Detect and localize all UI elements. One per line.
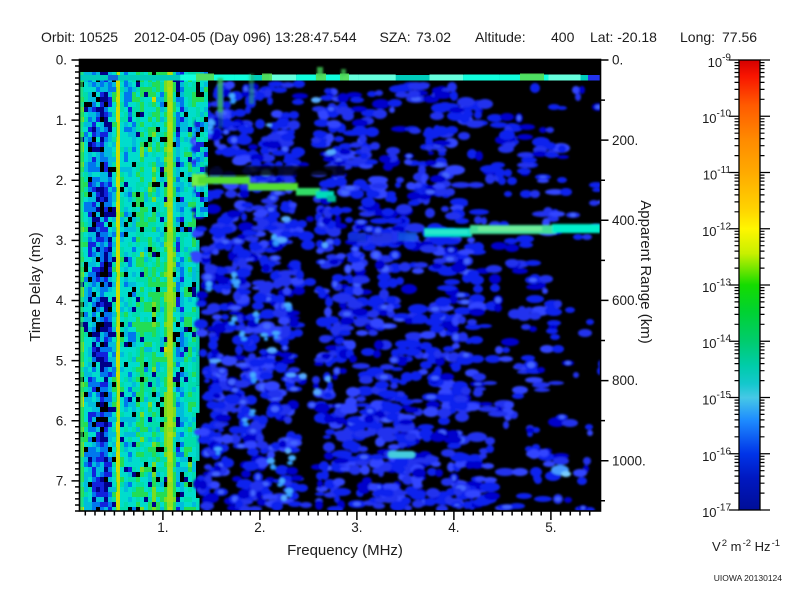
svg-text:UIOWA 20130124: UIOWA 20130124 [714, 573, 782, 583]
svg-text:800.: 800. [612, 373, 638, 388]
svg-text:77.56: 77.56 [722, 29, 757, 45]
svg-text:7.: 7. [56, 474, 67, 489]
svg-text:400.: 400. [612, 213, 638, 228]
svg-text:5.: 5. [545, 520, 556, 535]
svg-text:2.: 2. [56, 173, 67, 188]
svg-text:0.: 0. [56, 53, 67, 68]
svg-text:Time Delay (ms): Time Delay (ms) [27, 232, 44, 341]
svg-text:2012-04-05 (Day 096) 13:28:47.: 2012-04-05 (Day 096) 13:28:47.544 [134, 29, 357, 45]
svg-text:3.: 3. [56, 233, 67, 248]
svg-text:SZA:: SZA: [380, 29, 411, 45]
svg-text:2.: 2. [254, 520, 265, 535]
svg-text:1.: 1. [157, 520, 168, 535]
svg-text:6.: 6. [56, 413, 67, 428]
svg-text:1.: 1. [56, 113, 67, 128]
svg-text:Long:: Long: [680, 29, 715, 45]
svg-text:4.: 4. [448, 520, 459, 535]
svg-text:Lat: -20.18: Lat: -20.18 [590, 29, 657, 45]
svg-text:3.: 3. [351, 520, 362, 535]
svg-text:V 2 m -2 Hz -1: V 2 m -2 Hz -1 [712, 538, 780, 554]
svg-text:600.: 600. [612, 293, 638, 308]
svg-text:0.: 0. [612, 53, 623, 68]
svg-text:200.: 200. [612, 133, 638, 148]
svg-text:5.: 5. [56, 353, 67, 368]
svg-text:73.02: 73.02 [416, 29, 451, 45]
svg-text:400: 400 [551, 29, 575, 45]
svg-text:4.: 4. [56, 293, 67, 308]
svg-text:Frequency (MHz): Frequency (MHz) [287, 542, 403, 559]
svg-text:Altitude:: Altitude: [475, 29, 526, 45]
svg-text:Orbit: 10525: Orbit: 10525 [41, 29, 118, 45]
svg-text:1000.: 1000. [612, 453, 646, 468]
svg-text:Apparent Range (km): Apparent Range (km) [637, 200, 654, 343]
